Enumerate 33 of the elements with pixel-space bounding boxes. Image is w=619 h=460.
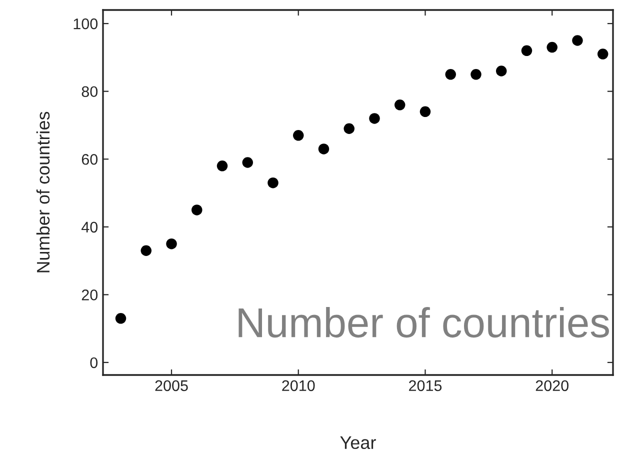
point xyxy=(268,177,278,188)
point xyxy=(394,100,406,110)
point xyxy=(292,130,304,141)
x-tick-label: 2020 xyxy=(536,380,568,392)
y-tick-label: 100 xyxy=(74,18,98,30)
y-tick-label: 40 xyxy=(82,222,98,233)
point xyxy=(115,313,126,324)
x-axis-title: Year xyxy=(340,436,376,450)
annotation: Number of countries xyxy=(238,306,609,338)
y-tick-label: 0 xyxy=(90,357,98,368)
y-tick-label: 20 xyxy=(82,290,98,300)
x-tick-label: 2010 xyxy=(282,380,315,392)
point xyxy=(496,66,507,76)
point xyxy=(572,35,583,46)
point xyxy=(546,42,558,53)
point xyxy=(242,157,254,168)
point xyxy=(470,69,482,80)
point xyxy=(597,48,608,60)
point xyxy=(192,204,202,216)
point xyxy=(420,106,431,118)
x-tick-label: 2015 xyxy=(409,380,442,392)
point xyxy=(445,69,456,80)
point xyxy=(216,160,228,172)
point xyxy=(521,45,532,56)
point xyxy=(166,238,177,250)
y-tick-label: 80 xyxy=(82,86,98,98)
y-tick-label: 60 xyxy=(82,154,98,165)
point xyxy=(344,123,354,134)
point xyxy=(369,113,380,124)
y-axis-title: Number of countries xyxy=(36,112,50,272)
point xyxy=(140,245,152,256)
point xyxy=(318,144,330,154)
x-tick-label: 2005 xyxy=(155,380,188,392)
